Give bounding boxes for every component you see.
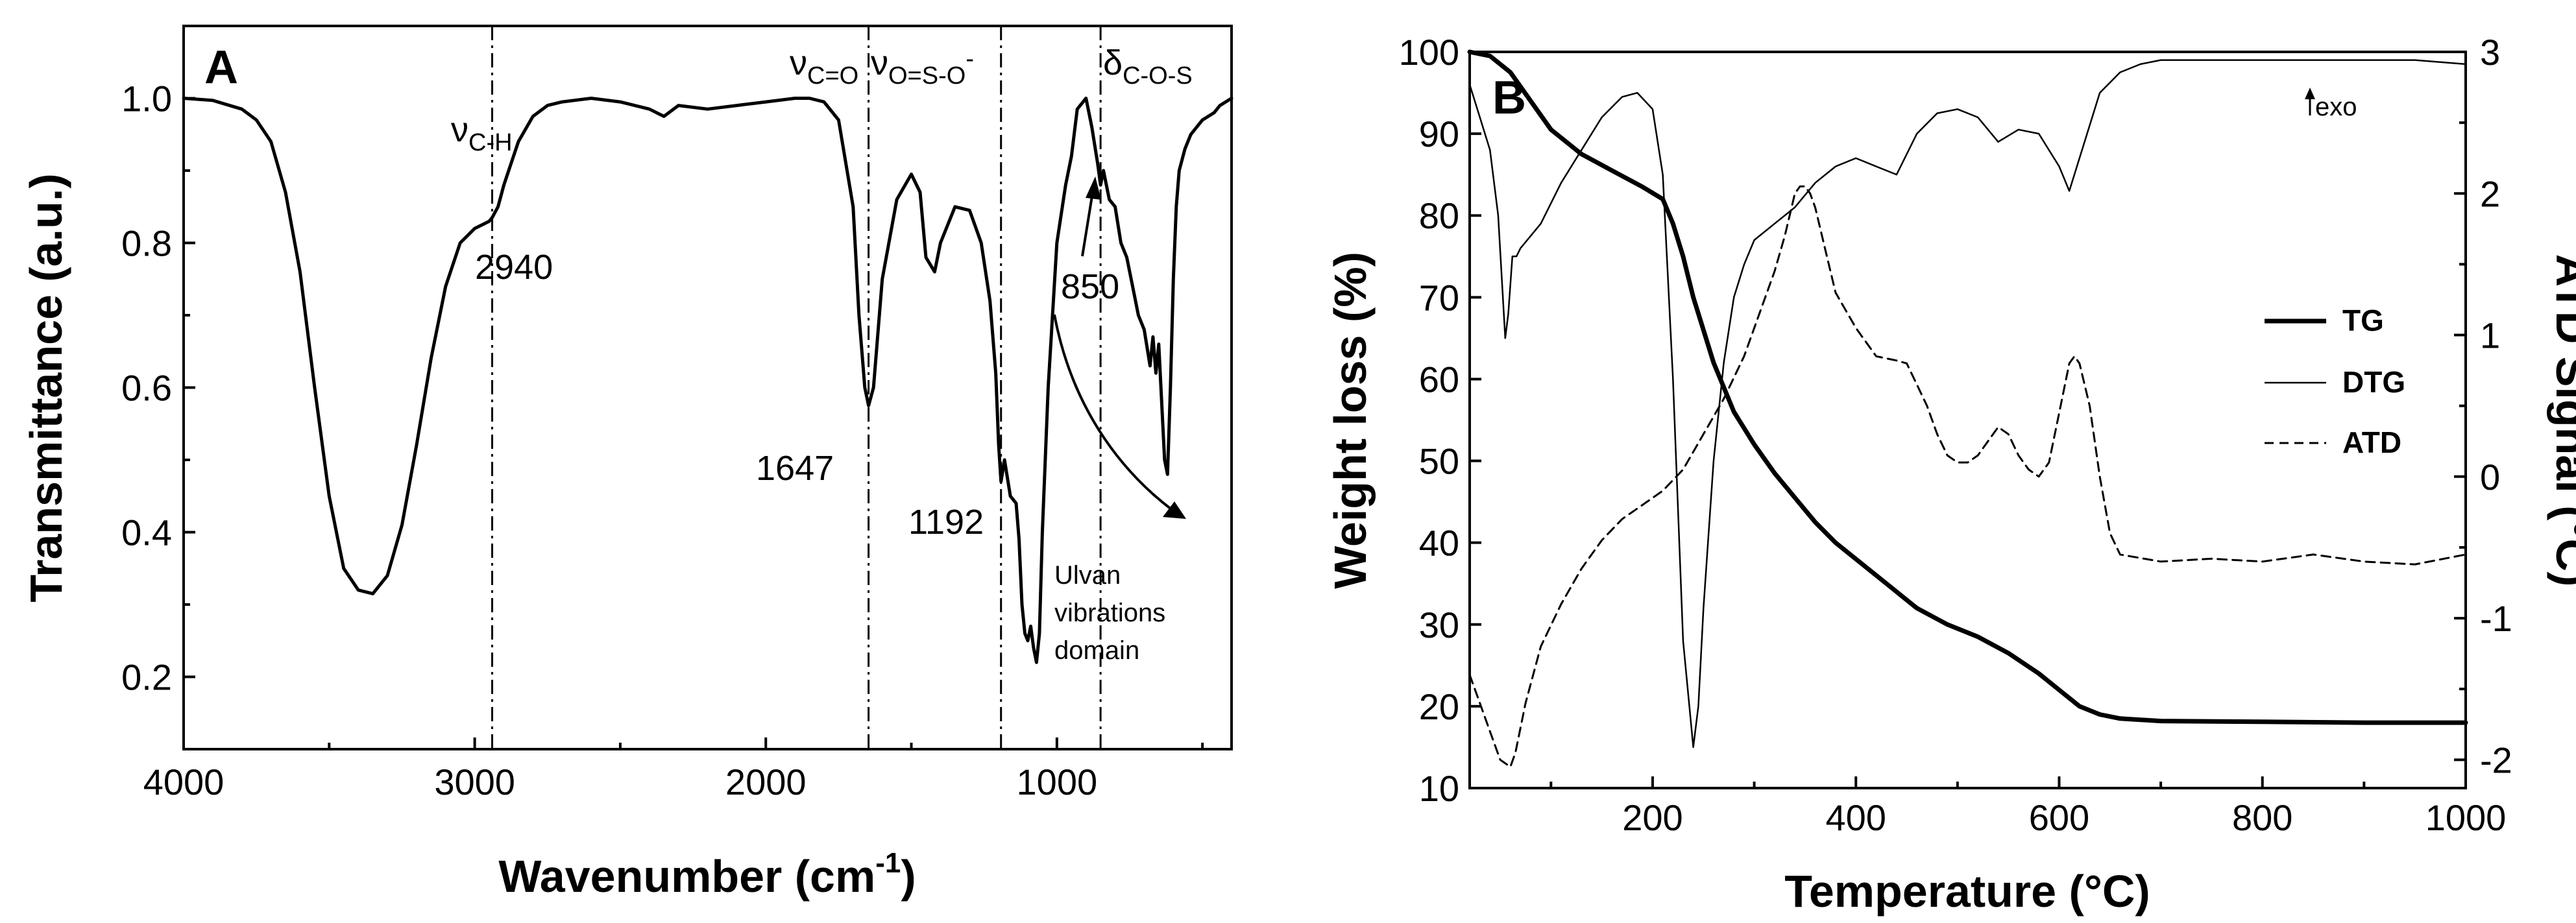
panel-a: 4000 3000 2000 1000 0.2 0.4 0.6 0.8 1.0 A Waven…: [21, 25, 1233, 902]
band-label-oso: νO=S-O-: [871, 43, 974, 90]
peak-label-2940: 2940: [475, 248, 553, 287]
peak-850-arrow: [1081, 187, 1095, 257]
panel-b-left-y-axis-title: Weight loss (%): [1325, 252, 1376, 589]
legend-label-atd: ATD: [2342, 426, 2401, 459]
b-y2-tick-label--2: -2: [2480, 739, 2512, 780]
b-y2-tick-label-3: 3: [2480, 32, 2500, 73]
b-y2-tick-label-0: 0: [2480, 457, 2500, 497]
peak-label-850: 850: [1061, 267, 1119, 306]
peak-label-1192: 1192: [908, 503, 984, 542]
b-y-tick-label-50: 50: [1419, 441, 1459, 482]
b-x-tick-label-400: 400: [1825, 797, 1886, 838]
x-tick-label-2000: 2000: [725, 761, 807, 802]
legend-label-dtg: DTG: [2342, 365, 2405, 399]
legend: TG DTG ATD: [2265, 304, 2405, 459]
panel-b-letter: B: [1492, 72, 1526, 124]
panel-a-x-axis-title: Wavenumber (cm-1): [498, 847, 916, 902]
panel-a-reference-lines: [491, 26, 1102, 749]
b-y-tick-label-30: 30: [1419, 605, 1459, 645]
b-y-tick-label-100: 100: [1399, 32, 1459, 73]
y-tick-label-0.2: 0.2: [121, 657, 172, 698]
panel-b-x-axis: 200 400 600 800 1000: [1549, 776, 2507, 838]
b-y2-tick-label-1: 1: [2480, 315, 2500, 356]
b-y-tick-label-80: 80: [1419, 195, 1459, 236]
band-label-cos: δC-O-S: [1103, 43, 1193, 90]
panel-a-x-axis: 4000 3000 2000 1000: [143, 737, 1204, 802]
series-tg-line: [1467, 49, 2468, 725]
b-y-tick-label-10: 10: [1419, 768, 1459, 809]
domain-label-line-1: Ulvan: [1054, 561, 1121, 590]
panel-a-y-axis-title: Transmittance (a.u.): [21, 173, 71, 602]
panel-b-frame: [1468, 51, 2467, 789]
exo-label: exo: [2315, 93, 2357, 121]
panel-b-right-y-axis: -2 -1 0 1 2 3: [2454, 32, 2512, 780]
exo-arrowhead: [2305, 88, 2315, 99]
panel-a-letter: A: [204, 42, 238, 93]
band-label-ch: νC-H: [451, 110, 513, 156]
x-tick-label-3000: 3000: [434, 761, 515, 802]
b-x-tick-label-800: 800: [2232, 797, 2292, 838]
b-x-tick-label-200: 200: [1622, 797, 1683, 838]
y-tick-label-1: 1.0: [121, 78, 172, 119]
peak-label-1647: 1647: [756, 449, 834, 488]
b-y2-tick-label-2: 2: [2480, 173, 2500, 214]
panel-b-left-y-axis: 10 20 30 40 50 60 70 80 90 100: [1399, 32, 1481, 809]
b-y-tick-label-90: 90: [1419, 114, 1459, 154]
series-dtg-line: [1468, 59, 2467, 749]
panel-b-curves: [1467, 49, 2468, 768]
b-y-tick-label-60: 60: [1419, 359, 1459, 400]
x-tick-label-1000: 1000: [1017, 761, 1098, 802]
panel-b-x-axis-title: Temperature (°C): [1784, 866, 2150, 917]
domain-label-line-2: vibrations: [1054, 599, 1165, 627]
x-tick-label-4000: 4000: [143, 761, 225, 802]
y-tick-label-0.4: 0.4: [121, 512, 172, 553]
b-y2-tick-label--1: -1: [2480, 598, 2512, 639]
panel-a-y-axis: 0.2 0.4 0.6 0.8 1.0: [121, 78, 195, 698]
b-x-tick-label-600: 600: [2029, 797, 2089, 838]
b-y-tick-label-20: 20: [1419, 686, 1459, 727]
b-y-tick-label-70: 70: [1419, 277, 1459, 318]
domain-label-line-3: domain: [1054, 636, 1139, 665]
y-tick-label-0.6: 0.6: [121, 368, 172, 409]
b-x-tick-label-1000: 1000: [2425, 797, 2507, 838]
panel-a-curves: [182, 97, 1233, 664]
legend-label-tg: TG: [2342, 304, 2384, 337]
domain-arrow: [1053, 314, 1173, 510]
b-y-tick-label-40: 40: [1419, 523, 1459, 564]
peak-850-arrowhead: [1086, 176, 1101, 200]
domain-arrowhead: [1163, 501, 1186, 519]
band-label-co: νC=O: [790, 43, 858, 90]
series-ftir-line: [182, 97, 1233, 664]
panel-b-right-y-axis-title: ATD Signal (°C): [2547, 254, 2576, 587]
y-tick-label-0.8: 0.8: [121, 223, 172, 264]
